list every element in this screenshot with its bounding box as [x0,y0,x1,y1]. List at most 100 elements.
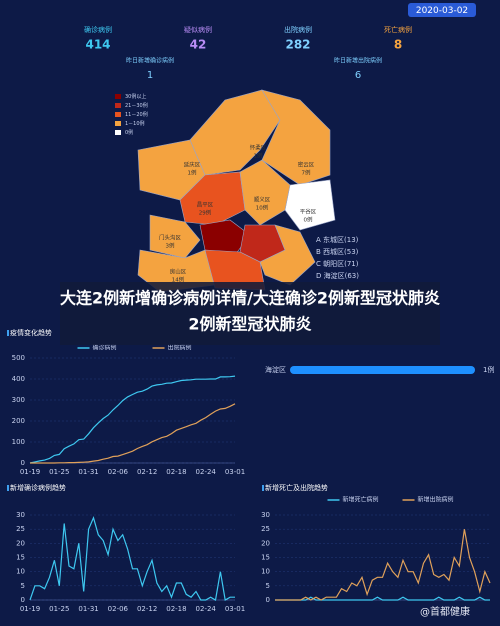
stat-value: 414 [85,38,110,52]
line [29,375,236,464]
map-label: 0例 [304,216,313,224]
stat-label: 疑似病例 [184,25,212,34]
stat-label: 出院病例 [284,25,312,34]
x-tick-label: 03-01 [225,605,245,613]
bar [290,366,475,374]
legend-swatch [115,103,121,108]
x-tick-label: 02-06 [108,605,129,613]
legend-label: 30例以上 [125,93,146,100]
legend-label: 1－10例 [125,120,145,127]
y-tick-label: 25 [261,525,270,533]
chart-title: 新增死亡及出院趋势 [265,483,328,492]
y-tick-label: 300 [12,396,25,404]
line [275,529,491,601]
region [261,89,331,186]
stat-value: 6 [355,70,361,81]
map-label: 10例 [256,204,269,212]
legend-label: 出院病例 [168,344,192,352]
legend-label: 新增死亡病例 [343,496,379,504]
region [149,214,201,259]
y-tick-label: 0 [266,596,270,604]
x-tick-label: 01-31 [78,605,98,613]
stat-label: 昨日新增确诊病例 [126,57,174,65]
y-tick-label: 0 [21,459,25,467]
legend-swatch [115,130,121,135]
legend-label: 11－20例 [125,111,148,118]
x-tick-label: 02-06 [108,468,129,476]
y-tick-label: 100 [12,438,25,446]
x-tick-label: 01-31 [78,468,98,476]
line [29,516,235,601]
x-tick-label: 02-18 [166,605,186,613]
title-mark [7,485,9,491]
legend-label: 新增出院病例 [418,496,454,504]
line [275,596,490,601]
legend-swatch [115,121,121,126]
y-tick-label: 20 [16,539,25,547]
legend-label: 0例 [125,129,133,136]
y-tick-label: 0 [21,596,25,604]
map-label: 门头沟区 [159,234,182,242]
stat-label: 确诊病例 [84,25,112,34]
map-label: 顺义区 [254,197,271,204]
y-tick-label: 20 [261,539,270,547]
y-tick-label: 10 [16,568,25,576]
line [30,403,236,464]
x-tick-label: 01-25 [49,605,69,613]
legend-label: 确诊病例 [93,344,117,352]
stat-value: 42 [190,38,207,52]
region [259,224,316,286]
map-label: 3例 [166,242,175,250]
stat-value: 8 [394,38,402,52]
y-tick-label: 200 [12,417,25,425]
date: 2020-03-02 [416,6,468,16]
map-label: 14例 [172,276,185,284]
x-tick-label: 02-12 [137,468,157,476]
map-label: 7例 [302,169,311,177]
date-badge [408,3,476,17]
value-label: 1例 [483,365,494,374]
bar-label: 海淀区 [265,365,286,374]
stat-label: 昨日新增出院病例 [334,57,382,65]
headline: 2例新型冠状肺炎 [188,315,311,334]
x-tick-label: 02-18 [166,468,186,476]
y-tick-label: 400 [12,375,25,383]
map-label: 1例 [254,152,263,160]
region [204,249,266,291]
watermark: @首都健康 [420,605,470,618]
map-label: 怀柔区 [250,144,267,152]
y-tick-label: 5 [266,582,270,590]
district-item: D 海淀区(63) [316,271,359,280]
y-tick-label: 500 [12,354,25,362]
title-mark [7,330,9,336]
y-tick-label: 25 [16,525,25,533]
x-tick-label: 02-24 [196,468,217,476]
x-tick-label: 01-19 [20,468,40,476]
stat-value: 1 [147,70,153,81]
chart-title: 新增确诊病例趋势 [10,483,66,492]
y-tick-label: 15 [16,554,25,562]
x-tick-label: 01-25 [49,468,69,476]
map-label: 昌平区 [197,202,214,209]
x-tick-label: 02-12 [137,605,157,613]
map-label: 1例 [188,169,197,177]
x-tick-label: 03-01 [225,468,245,476]
title-mark [262,485,264,491]
region [189,89,281,176]
map-label: 房山区 [170,268,187,276]
y-tick-label: 30 [261,511,270,519]
y-tick-label: 15 [261,554,270,562]
region [239,159,291,226]
legend-label: 21－30例 [125,102,148,109]
map-label: 29例 [199,209,212,217]
x-tick-label: 02-24 [196,605,217,613]
map [137,89,336,293]
legend-swatch [115,94,121,99]
x-tick-label: 01-19 [20,605,40,613]
y-tick-label: 5 [21,582,25,590]
headline: 大连2例新增确诊病例详情/大连确诊2例新型冠状肺炎 [60,289,440,308]
y-tick-label: 30 [16,511,25,519]
headline-band [60,282,440,345]
district-item: C 朝阳区(71) [316,259,359,268]
